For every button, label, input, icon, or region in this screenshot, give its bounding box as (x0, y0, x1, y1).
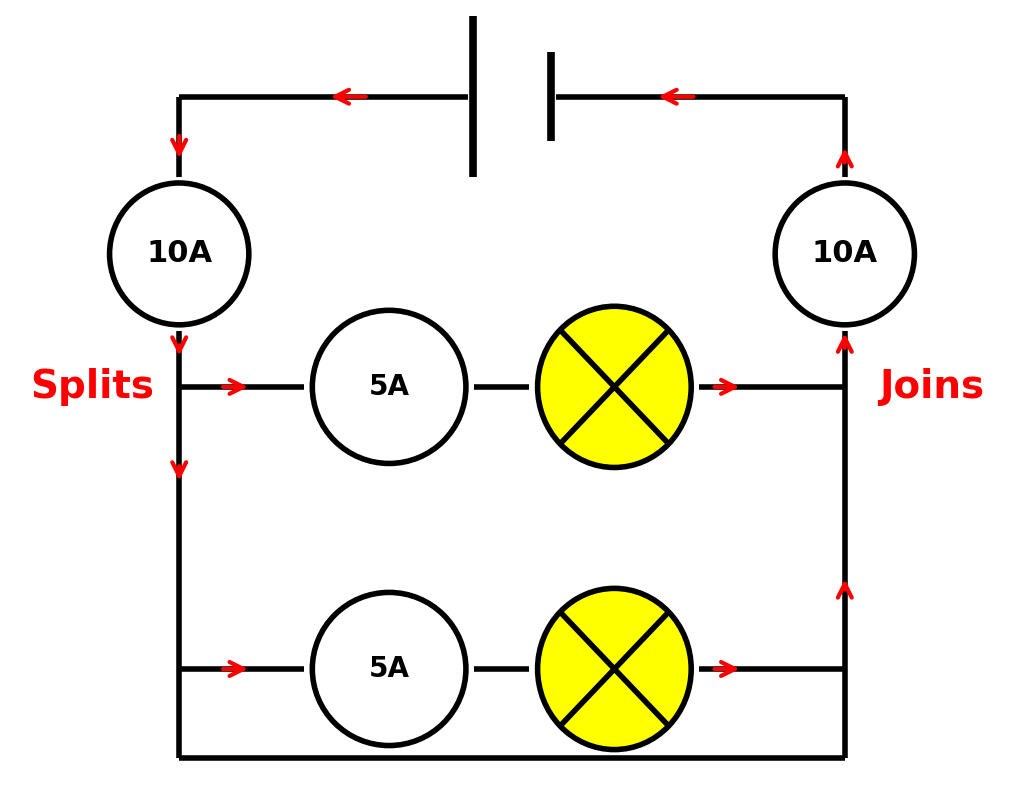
Text: 5A: 5A (369, 655, 410, 683)
Ellipse shape (312, 592, 466, 746)
Text: 10A: 10A (812, 239, 878, 268)
Ellipse shape (538, 588, 691, 750)
Text: Splits: Splits (30, 368, 155, 406)
Ellipse shape (312, 310, 466, 463)
Ellipse shape (775, 183, 914, 325)
Text: 5A: 5A (369, 373, 410, 401)
Ellipse shape (110, 183, 249, 325)
Text: Joins: Joins (880, 368, 984, 406)
Ellipse shape (538, 306, 691, 467)
Text: 10A: 10A (146, 239, 212, 268)
